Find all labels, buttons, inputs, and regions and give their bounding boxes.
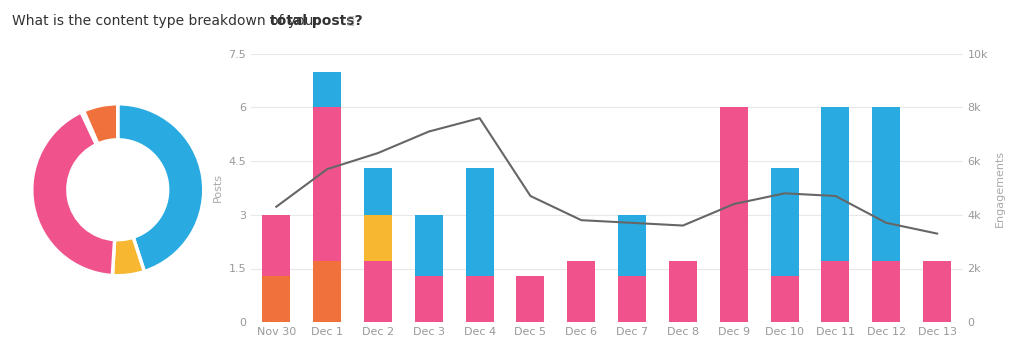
Bar [924, 261, 951, 322]
Bar [466, 276, 494, 322]
Text: ⓘ: ⓘ [348, 16, 354, 26]
Bar [720, 107, 748, 322]
Bar [415, 215, 442, 276]
Wedge shape [81, 111, 98, 145]
Bar [516, 276, 545, 322]
Bar [415, 276, 442, 322]
Bar [567, 261, 595, 322]
Bar [364, 261, 392, 322]
Bar [771, 276, 799, 322]
Bar [313, 261, 341, 322]
Bar [364, 168, 392, 215]
Bar [262, 215, 290, 276]
Bar [872, 107, 900, 261]
Bar [618, 215, 646, 276]
Bar [872, 261, 900, 322]
Wedge shape [118, 104, 204, 272]
Bar [466, 168, 494, 276]
Bar [821, 261, 850, 322]
Wedge shape [32, 112, 115, 276]
Bar [262, 276, 290, 322]
Bar [618, 276, 646, 322]
Bar [313, 72, 341, 107]
Wedge shape [84, 104, 118, 144]
Bar [771, 168, 799, 276]
Text: total posts?: total posts? [270, 14, 362, 29]
Y-axis label: Posts: Posts [213, 173, 222, 203]
Text: What is the content type breakdown of your: What is the content type breakdown of yo… [12, 14, 324, 29]
Wedge shape [113, 237, 144, 276]
Bar [364, 215, 392, 261]
Y-axis label: Engagements: Engagements [995, 149, 1005, 227]
Bar [313, 107, 341, 261]
Bar [669, 261, 697, 322]
Bar [821, 107, 850, 261]
